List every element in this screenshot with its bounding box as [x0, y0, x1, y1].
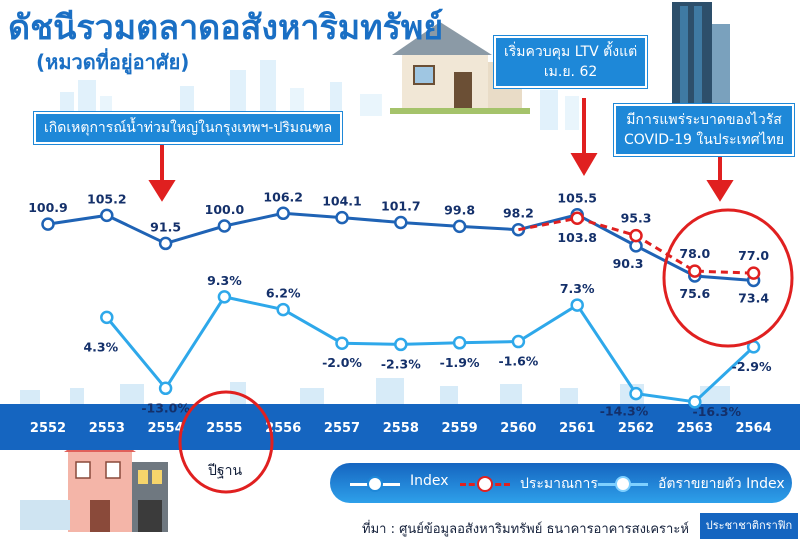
index-point	[158, 236, 173, 251]
chart-legend: Index ประมาณการ อัตราขยายตัว Index	[330, 463, 792, 503]
index-data-label: 101.7	[381, 199, 421, 214]
growth-point	[570, 298, 584, 312]
index-point	[335, 210, 349, 225]
legend-index-label: Index	[410, 473, 449, 489]
growth-data-label: -2.0%	[322, 355, 362, 370]
index-point	[452, 219, 467, 234]
legend-growth-marker	[615, 476, 631, 492]
page-subtitle: (หมวดที่อยู่อาศัย)	[36, 50, 190, 74]
legend-growth-label: อัตราขยายตัว Index	[658, 476, 785, 492]
growth-data-label: -2.3%	[381, 356, 421, 371]
skyscraper-illustration	[672, 2, 730, 112]
flood-callout-text: เกิดเหตุการณ์น้ำท่วมใหญ่ในกรุงเทพฯ-ปริมณ…	[44, 120, 333, 136]
year-tick-label: 2561	[559, 421, 595, 436]
index-point	[276, 206, 290, 221]
growth-point	[335, 336, 349, 350]
year-tick-label: 2563	[677, 421, 713, 436]
skyline-background	[60, 60, 579, 130]
growth-data-label: 4.3%	[83, 339, 118, 354]
index-data-label: 91.5	[150, 219, 181, 234]
base-year-label: ปีฐาน	[208, 463, 243, 479]
covid-callout-line2: COVID-19 ในประเทศไทย	[624, 132, 785, 148]
legend-estimate-marker	[477, 476, 493, 492]
year-tick-label: 2559	[442, 421, 478, 436]
growth-line	[105, 295, 755, 404]
index-data-label: 104.1	[322, 194, 362, 209]
growth-data-label: -1.6%	[498, 354, 538, 369]
year-tick-label: 2560	[500, 421, 536, 436]
flood-callout: เกิดเหตุการณ์น้ำท่วมใหญ่ในกรุงเทพฯ-ปริมณ…	[34, 112, 343, 144]
growth-data-label: 6.2%	[266, 286, 301, 301]
year-tick-label: 2552	[30, 421, 66, 436]
base-year-highlight-circle	[178, 390, 274, 494]
growth-point	[158, 381, 173, 396]
page-title: ดัชนีรวมตลาดอสังหาริมทรัพย์	[8, 8, 444, 48]
index-data-label: 105.2	[87, 191, 127, 206]
index-data-label: 100.9	[28, 200, 68, 215]
covid-callout-line1: มีการแพร่ระบาดของไวรัส	[626, 112, 782, 128]
growth-data-label: -2.9%	[732, 359, 772, 374]
ltv-callout-line1: เริ่มควบคุม LTV ตั้งแต่	[504, 44, 638, 60]
year-tick-label: 2554	[148, 421, 184, 436]
index-point	[41, 217, 55, 231]
index-data-label: 99.8	[444, 202, 475, 217]
estimate-point	[570, 211, 584, 225]
index-point	[394, 215, 408, 230]
growth-point	[629, 386, 643, 401]
credit-badge: ประชาชาติกราฟิก	[700, 513, 798, 539]
growth-data-label: -1.9%	[440, 355, 480, 370]
estimate-data-label: 95.3	[621, 211, 652, 226]
estimate-data-label: 103.8	[557, 230, 597, 245]
year-axis-band	[0, 404, 800, 450]
growth-data-label: -16.3%	[693, 404, 742, 419]
growth-point	[100, 310, 114, 325]
legend-index-marker	[367, 476, 383, 492]
growth-point	[452, 336, 467, 350]
year-tick-label: 2558	[383, 421, 419, 436]
estimate-data-label: 78.0	[679, 246, 710, 261]
growth-data-label: -13.0%	[141, 400, 190, 415]
index-point	[100, 208, 114, 223]
growth-point	[217, 290, 232, 304]
index-data-label: 105.5	[557, 191, 597, 206]
index-data-label: 73.4	[738, 291, 769, 306]
ltv-callout-line2: เม.ย. 62	[543, 64, 598, 80]
index-data-label: 106.2	[263, 189, 303, 204]
estimate-data-label: 77.0	[738, 248, 769, 263]
year-tick-label: 2553	[89, 421, 125, 436]
index-data-label: 75.6	[679, 286, 710, 301]
index-point	[217, 219, 232, 233]
growth-point	[688, 395, 702, 409]
growth-data-label: -14.3%	[600, 404, 649, 419]
growth-data-label: 9.3%	[207, 273, 242, 288]
ltv-callout: เริ่มควบคุม LTV ตั้งแต่ เม.ย. 62	[494, 36, 648, 88]
callout-arrows	[148, 98, 734, 202]
estimate-point	[746, 266, 761, 280]
growth-point	[511, 334, 526, 349]
year-tick-label: 2556	[265, 421, 301, 436]
year-tick-label: 2562	[618, 421, 654, 436]
legend-estimate-label: ประมาณการ	[520, 476, 598, 492]
year-axis: 2552 2553 2554 2555 2556 2557 2558 2559 2560 2561…	[30, 421, 772, 436]
estimate-point	[629, 228, 643, 243]
source-note: ที่มา : ศูนย์ข้อมูลอสังหาริมทรัพย์ ธนาคา…	[362, 522, 689, 537]
index-data-label: 98.2	[503, 206, 534, 221]
year-tick-label: 2555	[206, 421, 242, 436]
estimate-point	[688, 264, 702, 278]
index-data-label: 90.3	[613, 256, 644, 271]
covid-highlight-circle	[662, 208, 794, 348]
covid-callout: มีการแพร่ระบาดของไวรัส COVID-19 ในประเทศ…	[614, 104, 795, 156]
estimate-series: 103.8 95.3 78.0 77.0	[518, 211, 769, 280]
growth-point	[276, 302, 290, 317]
year-tick-label: 2557	[324, 421, 360, 436]
city-silhouette	[20, 378, 730, 404]
year-tick-label: 2564	[736, 421, 772, 436]
growth-series: 4.3% -13.0% 9.3% 6.2% -2.0% -2.3% -1.9% -1.6% 7.…	[83, 273, 772, 419]
growth-point	[394, 337, 408, 352]
index-data-label: 100.0	[205, 202, 245, 217]
growth-data-label: 7.3%	[560, 281, 595, 296]
